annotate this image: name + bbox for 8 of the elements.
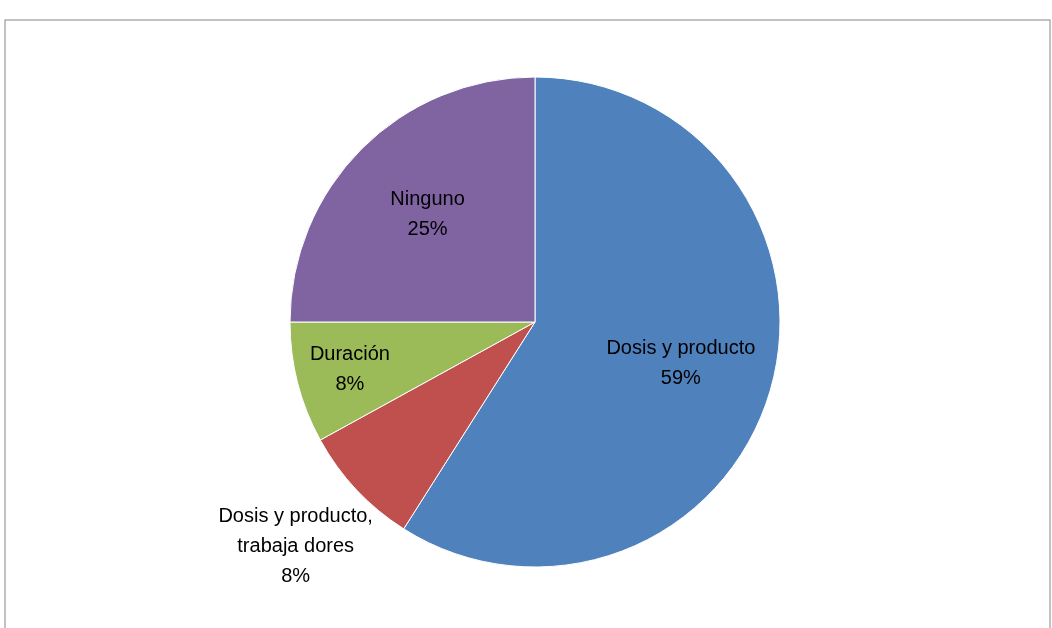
data-label: 8%: [335, 371, 365, 394]
data-label: 8%: [281, 564, 311, 587]
slice-label: Ninguno: [390, 186, 465, 209]
slice-label: Duración: [309, 341, 390, 364]
data-label: 59%: [660, 366, 702, 389]
data-label: 25%: [407, 216, 448, 239]
slice-label: Dosis y producto, trabaja dores: [218, 504, 373, 557]
slice-label: Dosis y producto: [606, 336, 756, 359]
